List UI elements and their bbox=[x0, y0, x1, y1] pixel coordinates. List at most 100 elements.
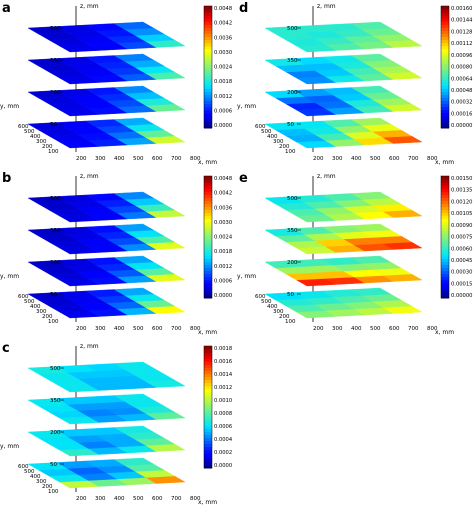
colorbar-tick-label: 0.00075 bbox=[451, 235, 472, 241]
x-tick-label: 500 bbox=[133, 156, 144, 162]
colorbar-segment bbox=[441, 206, 449, 211]
z-tick-label: 500 bbox=[287, 196, 298, 202]
y-tick-label: 600 bbox=[18, 124, 29, 130]
colorbar-segment bbox=[204, 370, 212, 374]
colorbar-segment bbox=[441, 63, 449, 68]
y-axis-label: y, mm bbox=[0, 103, 19, 110]
panel-c: c z, mm 500 350 200 50 600 500 400 300 200 100 y, m… bbox=[0, 340, 236, 509]
colorbar-segment bbox=[441, 30, 449, 34]
colorbar-segment bbox=[204, 227, 212, 232]
colorbar-segment bbox=[441, 182, 449, 186]
colorbar-segment bbox=[441, 267, 449, 272]
colorbar-frame bbox=[203, 345, 213, 469]
x-tick-label: 400 bbox=[114, 496, 125, 502]
panel-c-letter: c bbox=[2, 341, 10, 356]
z-tick-label: 200 bbox=[50, 430, 61, 436]
colorbar-segment bbox=[204, 118, 212, 123]
colorbar-segment bbox=[204, 36, 212, 41]
colorbar-segment bbox=[204, 385, 212, 390]
colorbar-frame bbox=[203, 5, 213, 129]
colorbar-tick-label: 0.00112 bbox=[451, 41, 472, 47]
colorbar-tick-label: 0.00032 bbox=[451, 100, 472, 106]
colorbar-segment bbox=[204, 407, 212, 411]
colorbar-segment bbox=[204, 124, 212, 129]
y-tick-label: 400 bbox=[267, 134, 278, 140]
colorbar-tick-label: 0.0042 bbox=[214, 21, 232, 27]
colorbar-segment bbox=[441, 21, 449, 25]
colorbar-segment bbox=[204, 85, 212, 89]
colorbar-tick-label: 0.0048 bbox=[214, 6, 232, 12]
colorbar-segment bbox=[441, 209, 449, 214]
colorbar-segment bbox=[204, 352, 212, 356]
y-tick-label: 300 bbox=[273, 139, 284, 145]
colorbar-segment bbox=[204, 437, 212, 442]
colorbar-segment bbox=[204, 60, 212, 65]
colorbar-segment bbox=[204, 209, 212, 214]
x-tick-label: 300 bbox=[95, 326, 106, 332]
z-tick-label: 350 bbox=[287, 228, 298, 234]
layer-3 bbox=[264, 85, 423, 117]
layer-2-cell bbox=[350, 223, 392, 232]
colorbar-segment bbox=[204, 221, 212, 226]
colorbar-segment bbox=[204, 270, 212, 275]
colorbar-segment bbox=[441, 118, 449, 123]
colorbar-segment bbox=[204, 410, 212, 414]
y-tick-label: 500 bbox=[24, 129, 35, 135]
colorbar-segment bbox=[204, 294, 212, 299]
colorbar-segment bbox=[204, 422, 212, 426]
colorbar-segment bbox=[441, 39, 449, 44]
x-tick-label: 200 bbox=[313, 326, 324, 332]
colorbar-tick-label: 0.00128 bbox=[451, 29, 472, 35]
layer-4 bbox=[27, 287, 186, 319]
z-tick-label: 500 bbox=[287, 26, 298, 32]
colorbar-segment bbox=[204, 109, 212, 114]
colorbar-segment bbox=[441, 82, 449, 86]
layer-1 bbox=[27, 191, 186, 223]
panel-b: b z, mm 500 350 200 50 600 500 400 300 200 100 y, m… bbox=[0, 170, 236, 340]
z-axis-label: z, mm bbox=[317, 173, 336, 180]
colorbar-segment bbox=[204, 461, 212, 466]
colorbar-segment bbox=[441, 6, 449, 10]
colorbar-segment bbox=[441, 124, 449, 129]
panel-a: a z, mm 500 350 200 50 600 500 400 300 200 100 y, m… bbox=[0, 0, 236, 170]
y-tick-label: 200 bbox=[279, 144, 290, 150]
colorbar-segment bbox=[441, 12, 449, 16]
colorbar-segment bbox=[204, 212, 212, 217]
colorbar-tick-label: 0.00048 bbox=[451, 88, 472, 94]
colorbar-segment bbox=[204, 94, 212, 98]
colorbar-segment bbox=[441, 243, 449, 247]
colorbar-segment bbox=[204, 403, 212, 408]
colorbar-segment bbox=[204, 458, 212, 463]
x-tick-label: 500 bbox=[370, 156, 381, 162]
z-axis-label: z, mm bbox=[80, 173, 99, 180]
colorbar-segment bbox=[204, 346, 212, 350]
colorbar-segment bbox=[441, 15, 449, 19]
y-axis-label: y, mm bbox=[0, 273, 19, 280]
x-tick-label: 500 bbox=[370, 326, 381, 332]
colorbar-segment bbox=[204, 364, 212, 368]
z-tick-label: 500 bbox=[50, 196, 61, 202]
colorbar-segment bbox=[204, 200, 212, 204]
colorbar-segment bbox=[204, 243, 212, 247]
colorbar-segment bbox=[441, 258, 449, 262]
colorbar-tick-label: 0.00000 bbox=[451, 293, 472, 299]
layer-1 bbox=[27, 21, 186, 53]
colorbar-segment bbox=[204, 434, 212, 438]
layer-3 bbox=[27, 85, 186, 117]
colorbar-tick-label: 0.00135 bbox=[451, 188, 472, 194]
layer-1-cell bbox=[113, 361, 155, 370]
colorbar-tick-label: 0.00160 bbox=[451, 6, 472, 12]
colorbar-segment bbox=[441, 288, 449, 293]
x-tick-label: 400 bbox=[351, 326, 362, 332]
colorbar-tick-label: 0.00144 bbox=[451, 18, 473, 24]
layer-1-cell bbox=[113, 21, 155, 30]
colorbar-segment bbox=[204, 397, 212, 402]
layer-2-cell bbox=[113, 223, 155, 232]
y-tick-label: 500 bbox=[261, 129, 272, 135]
colorbar-segment bbox=[441, 224, 449, 229]
x-tick-label: 800 bbox=[190, 326, 201, 332]
colorbar-segment bbox=[204, 82, 212, 86]
x-tick-label: 600 bbox=[389, 326, 400, 332]
